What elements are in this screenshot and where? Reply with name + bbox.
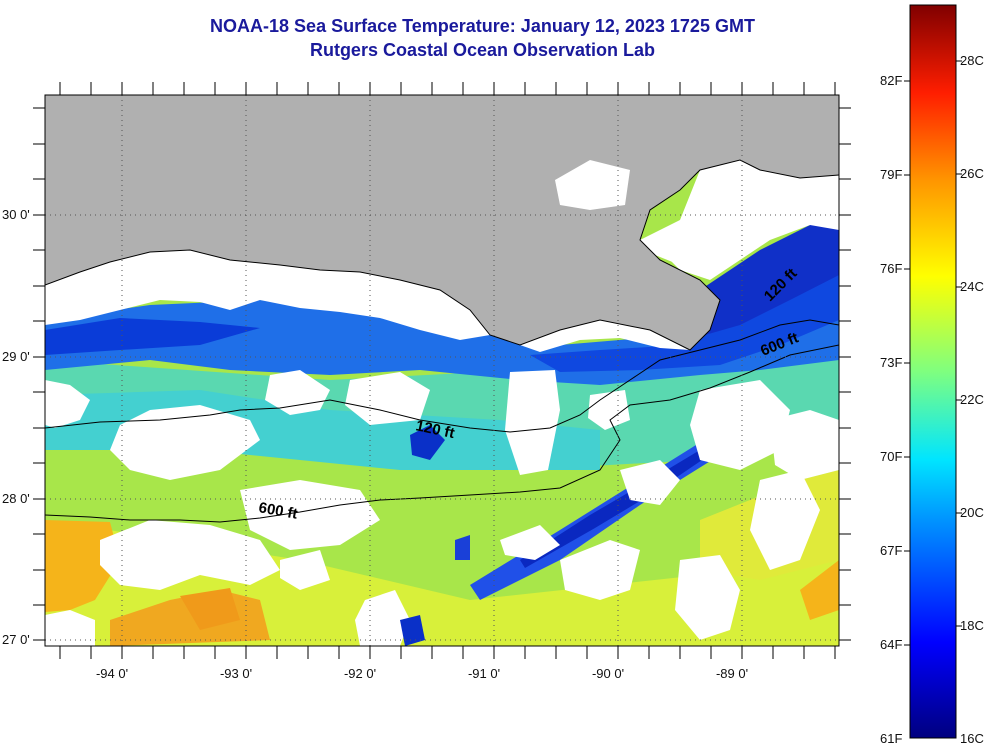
lon-label-94: -94 0' — [95, 666, 129, 681]
map-subtitle: Rutgers Coastal Ocean Observation Lab — [309, 40, 656, 60]
map-frame — [44, 94, 840, 647]
lon-label-89: -89 0' — [715, 666, 749, 681]
colorbar-label-18c: 18C — [960, 618, 984, 633]
colorbar-label-82f: 82F — [880, 73, 903, 88]
lon-label-90: -90 0' — [591, 666, 625, 681]
colorbar-ticks — [904, 60, 962, 646]
lat-label-29: 29 0' — [2, 349, 30, 364]
sst-field: 120 ft 600 ft 120 ft 600 ft — [45, 95, 839, 646]
cloud-mask — [45, 160, 839, 646]
colorbar-label-64f: 64F — [880, 637, 903, 652]
map-title: NOAA-18 Sea Surface Temperature: January… — [210, 16, 755, 36]
colorbar-label-70f: 70F — [880, 449, 903, 464]
colorbar-label-28c: 28C — [960, 53, 984, 68]
colorbar-label-61f: 61F — [880, 731, 903, 746]
colorbar — [909, 4, 957, 739]
colorbar-label-79f: 79F — [880, 167, 903, 182]
colorbar-label-76f: 76F — [880, 261, 903, 276]
colorbar-label-16c: 16C — [960, 731, 984, 746]
graticule — [45, 95, 839, 646]
lat-label-28: 28 0' — [2, 491, 30, 506]
colorbar-label-73f: 73F — [880, 355, 903, 370]
lon-label-91: -91 0' — [467, 666, 501, 681]
colorbar-label-26c: 26C — [960, 166, 984, 181]
lon-label-93: -93 0' — [219, 666, 253, 681]
colorbar-label-24c: 24C — [960, 279, 984, 294]
colorbar-label-20c: 20C — [960, 505, 984, 520]
axis-ticks — [33, 82, 851, 659]
lat-label-27: 27 0' — [2, 632, 30, 647]
lat-label-30: 30 0' — [2, 207, 30, 222]
isobath-label-600ft-west: 600 ft — [257, 499, 299, 523]
colorbar-label-67f: 67F — [880, 543, 903, 558]
land-mass — [45, 95, 839, 350]
title-block: NOAA-18 Sea Surface Temperature: January… — [40, 14, 925, 62]
lon-label-92: -92 0' — [343, 666, 377, 681]
colorbar-label-22c: 22C — [960, 392, 984, 407]
